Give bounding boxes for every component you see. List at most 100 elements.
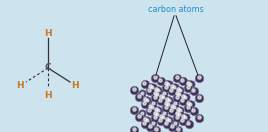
Point [148, 126, 152, 128]
Point [181, 80, 185, 82]
Point [163, 86, 168, 88]
Point [181, 96, 185, 98]
Point [188, 83, 192, 85]
Point [137, 116, 142, 118]
Point [174, 116, 179, 118]
Point [170, 85, 174, 87]
Point [191, 109, 195, 111]
Point [170, 105, 174, 107]
Point [164, 87, 168, 89]
Point [167, 99, 172, 102]
Point [187, 83, 191, 85]
Point [153, 97, 157, 99]
Point [142, 122, 146, 124]
Point [152, 76, 157, 78]
Text: H: H [44, 91, 52, 100]
Point [196, 116, 201, 118]
Point [145, 99, 150, 102]
Point [147, 89, 151, 91]
Point [145, 119, 150, 122]
Point [173, 106, 177, 109]
Point [189, 83, 193, 86]
Point [177, 113, 181, 115]
Point [148, 86, 152, 88]
Point [153, 77, 157, 79]
Point [143, 83, 147, 85]
Text: carbon atoms: carbon atoms [148, 6, 204, 15]
Point [158, 79, 162, 81]
Point [173, 86, 177, 89]
Point [159, 115, 163, 117]
Point [143, 119, 147, 121]
Point [172, 86, 176, 88]
Point [159, 100, 163, 102]
Point [132, 88, 136, 90]
Point [143, 99, 147, 101]
Point [152, 116, 157, 118]
Point [162, 92, 166, 95]
Point [175, 112, 179, 114]
Point [152, 96, 157, 98]
Point [162, 116, 166, 119]
Point [164, 107, 168, 109]
Point [191, 89, 195, 91]
Point [154, 109, 158, 111]
Point [173, 102, 177, 104]
Point [145, 99, 149, 101]
Point [140, 112, 144, 114]
Point [166, 103, 170, 105]
Point [164, 122, 168, 124]
Point [166, 83, 170, 85]
Point [192, 110, 196, 112]
Point [197, 117, 201, 119]
Point [142, 102, 146, 104]
Point [181, 115, 185, 117]
Point [142, 82, 146, 84]
Point [163, 106, 168, 108]
Point [150, 86, 154, 88]
Point [183, 116, 187, 118]
Point [153, 112, 157, 114]
Point [186, 107, 190, 109]
Point [159, 95, 163, 97]
Point [159, 80, 163, 82]
Point [186, 82, 190, 84]
Point [181, 95, 185, 97]
Point [143, 123, 147, 125]
Point [180, 99, 184, 101]
Point [155, 113, 159, 115]
Point [153, 117, 157, 119]
Point [178, 89, 183, 91]
Point [150, 106, 154, 108]
Point [174, 96, 179, 98]
Point [159, 120, 163, 122]
Point [185, 106, 190, 108]
Point [173, 102, 177, 105]
Point [197, 77, 201, 79]
Point [161, 96, 165, 98]
Point [158, 99, 162, 101]
Point [170, 106, 174, 108]
Point [148, 106, 152, 108]
Point [162, 92, 166, 94]
Point [184, 116, 188, 119]
Point [176, 88, 180, 90]
Point [176, 109, 180, 111]
Point [169, 89, 173, 91]
Point [173, 122, 177, 124]
Point [165, 103, 169, 105]
Point [178, 89, 182, 91]
Point [167, 103, 171, 106]
Point [154, 88, 158, 90]
Point [183, 96, 187, 98]
Point [140, 92, 144, 94]
Point [151, 122, 155, 124]
Point [185, 86, 190, 88]
Point [156, 113, 160, 116]
Point [140, 112, 144, 114]
Point [181, 100, 185, 102]
Point [165, 123, 169, 125]
Point [132, 89, 136, 91]
Point [148, 85, 152, 87]
Point [155, 93, 159, 95]
